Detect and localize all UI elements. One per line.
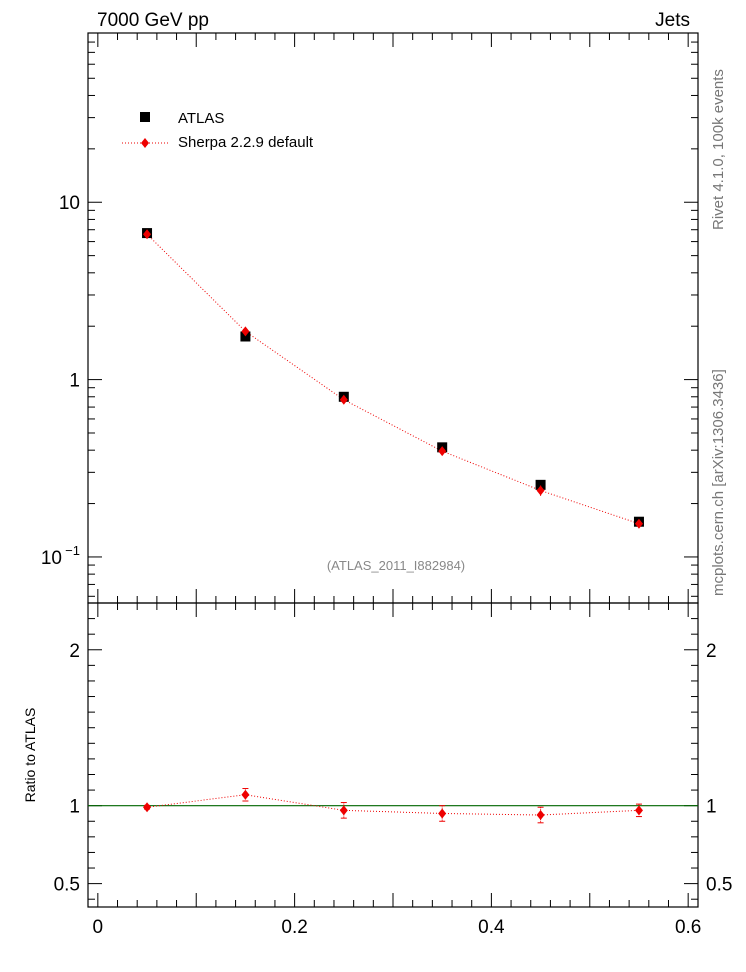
ratio-x-tick-label: 0 [93,917,104,938]
legend-sherpa-marker [141,138,149,148]
legend-atlas-marker [140,112,150,122]
ratio-series-layer [88,788,698,824]
sherpa-line [146,233,640,525]
ratio-axis-ticks [88,603,698,907]
sherpa-point [241,326,250,337]
analysis-label: (ATLAS_2011_I882984) [327,558,465,573]
sherpa-point [339,394,348,405]
ratio-x-tick-label: 0.2 [281,917,307,938]
ratio-y-tick-label-left: 1 [69,797,80,818]
atlas-data-point [240,331,251,342]
ratio-panel-frame [87,602,699,908]
atlas-data-point [535,479,546,490]
ratio-x-tick-label: 0.4 [478,917,505,938]
main-series-layer [142,228,644,529]
rivet-version-label: Rivet 4.1.0, 100k events [710,69,727,230]
ratio-y-axis-label: Ratio to ATLAS [22,708,38,803]
ratio-y-tick-label-right: 0.5 [706,875,732,896]
ratio-point [143,802,152,813]
header-right-label: Jets [655,10,690,31]
ratio-point [339,805,348,816]
sherpa-point [536,485,545,496]
main-y-tick-label: 10 [59,193,80,214]
ratio-y-tick-label-right: 1 [706,797,717,818]
main-y-tick-label: 10 [41,548,62,569]
ratio-y-tick-labels: 2 2 1 1 0.5 0.5 [54,641,733,896]
ratio-x-tick-label: 0.6 [675,917,701,938]
ratio-point [536,810,545,821]
ratio-point [241,789,250,800]
ratio-y-tick-label-left: 0.5 [54,875,80,896]
ratio-point [634,805,643,816]
legend-sherpa-label: Sherpa 2.2.9 default [178,134,314,151]
legend: ATLAS Sherpa 2.2.9 default [122,110,314,151]
ratio-sherpa-line [146,794,639,816]
main-y-tick-label: 1 [69,371,80,392]
ratio-y-tick-label-right: 2 [706,641,717,662]
legend-atlas-label: ATLAS [178,110,224,127]
main-y-tick-label-exponent: −1 [65,543,80,558]
ratio-x-tick-labels: 0 0.2 0.4 0.6 [93,917,702,938]
sherpa-point [634,518,643,529]
ratio-point [438,808,447,819]
main-axis-ticks [88,32,698,603]
sherpa-point [143,229,152,240]
sherpa-point [438,446,447,457]
ratio-y-tick-label-left: 2 [69,641,80,662]
mcplots-label: mcplots.cern.ch [arXiv:1306.3436] [710,369,727,596]
header-left-label: 7000 GeV pp [97,10,209,31]
